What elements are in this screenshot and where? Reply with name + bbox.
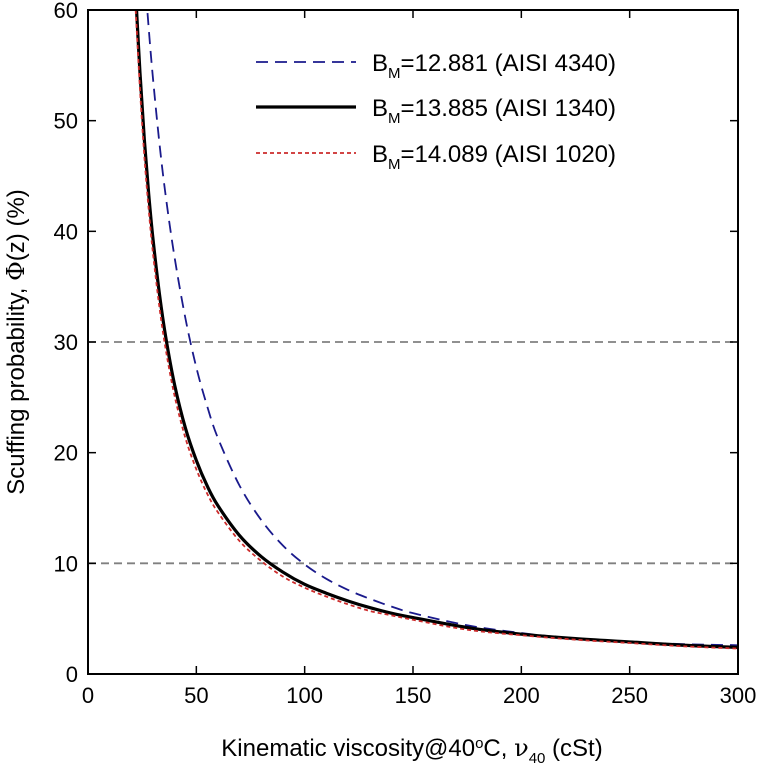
x-tick-label: 200	[503, 683, 540, 708]
legend: BM=12.881 (AISI 4340) BM=13.885 (AISI 134…	[256, 50, 616, 173]
series-line-0	[146, 10, 738, 647]
series-line-1	[134, 10, 738, 650]
y-tick-label: 10	[54, 551, 78, 576]
y-tick-label: 30	[54, 330, 78, 355]
reference-lines	[88, 341, 738, 565]
x-tick-label: 50	[184, 683, 208, 708]
x-axis-title: Kinematic viscosity@40oC, ν40 (cSt)	[221, 734, 602, 767]
x-tick-label: 0	[82, 683, 94, 708]
series-layer	[134, 10, 738, 650]
legend-label-0: BM=12.881 (AISI 4340)	[372, 50, 616, 82]
y-tick-label: 20	[54, 441, 78, 466]
x-axis: 0 50 100 150 200 250 300	[82, 10, 756, 708]
x-tick-label: 300	[720, 683, 757, 708]
series-line-2	[134, 10, 738, 650]
y-tick-label: 0	[66, 662, 78, 687]
y-axis: 0 10 20 30 40 50 60	[54, 0, 738, 687]
y-axis-title: Scuffing probability, Φ(z) (%)	[2, 189, 30, 495]
y-tick-label: 50	[54, 109, 78, 134]
x-tick-label: 150	[395, 683, 432, 708]
x-tick-label: 100	[286, 683, 323, 708]
y-tick-label: 40	[54, 219, 78, 244]
y-tick-label: 60	[54, 0, 78, 23]
legend-label-1: BM=13.885 (AISI 1340)	[372, 95, 616, 127]
x-tick-label: 250	[611, 683, 648, 708]
legend-label-2: BM=14.089 (AISI 1020)	[372, 141, 616, 173]
